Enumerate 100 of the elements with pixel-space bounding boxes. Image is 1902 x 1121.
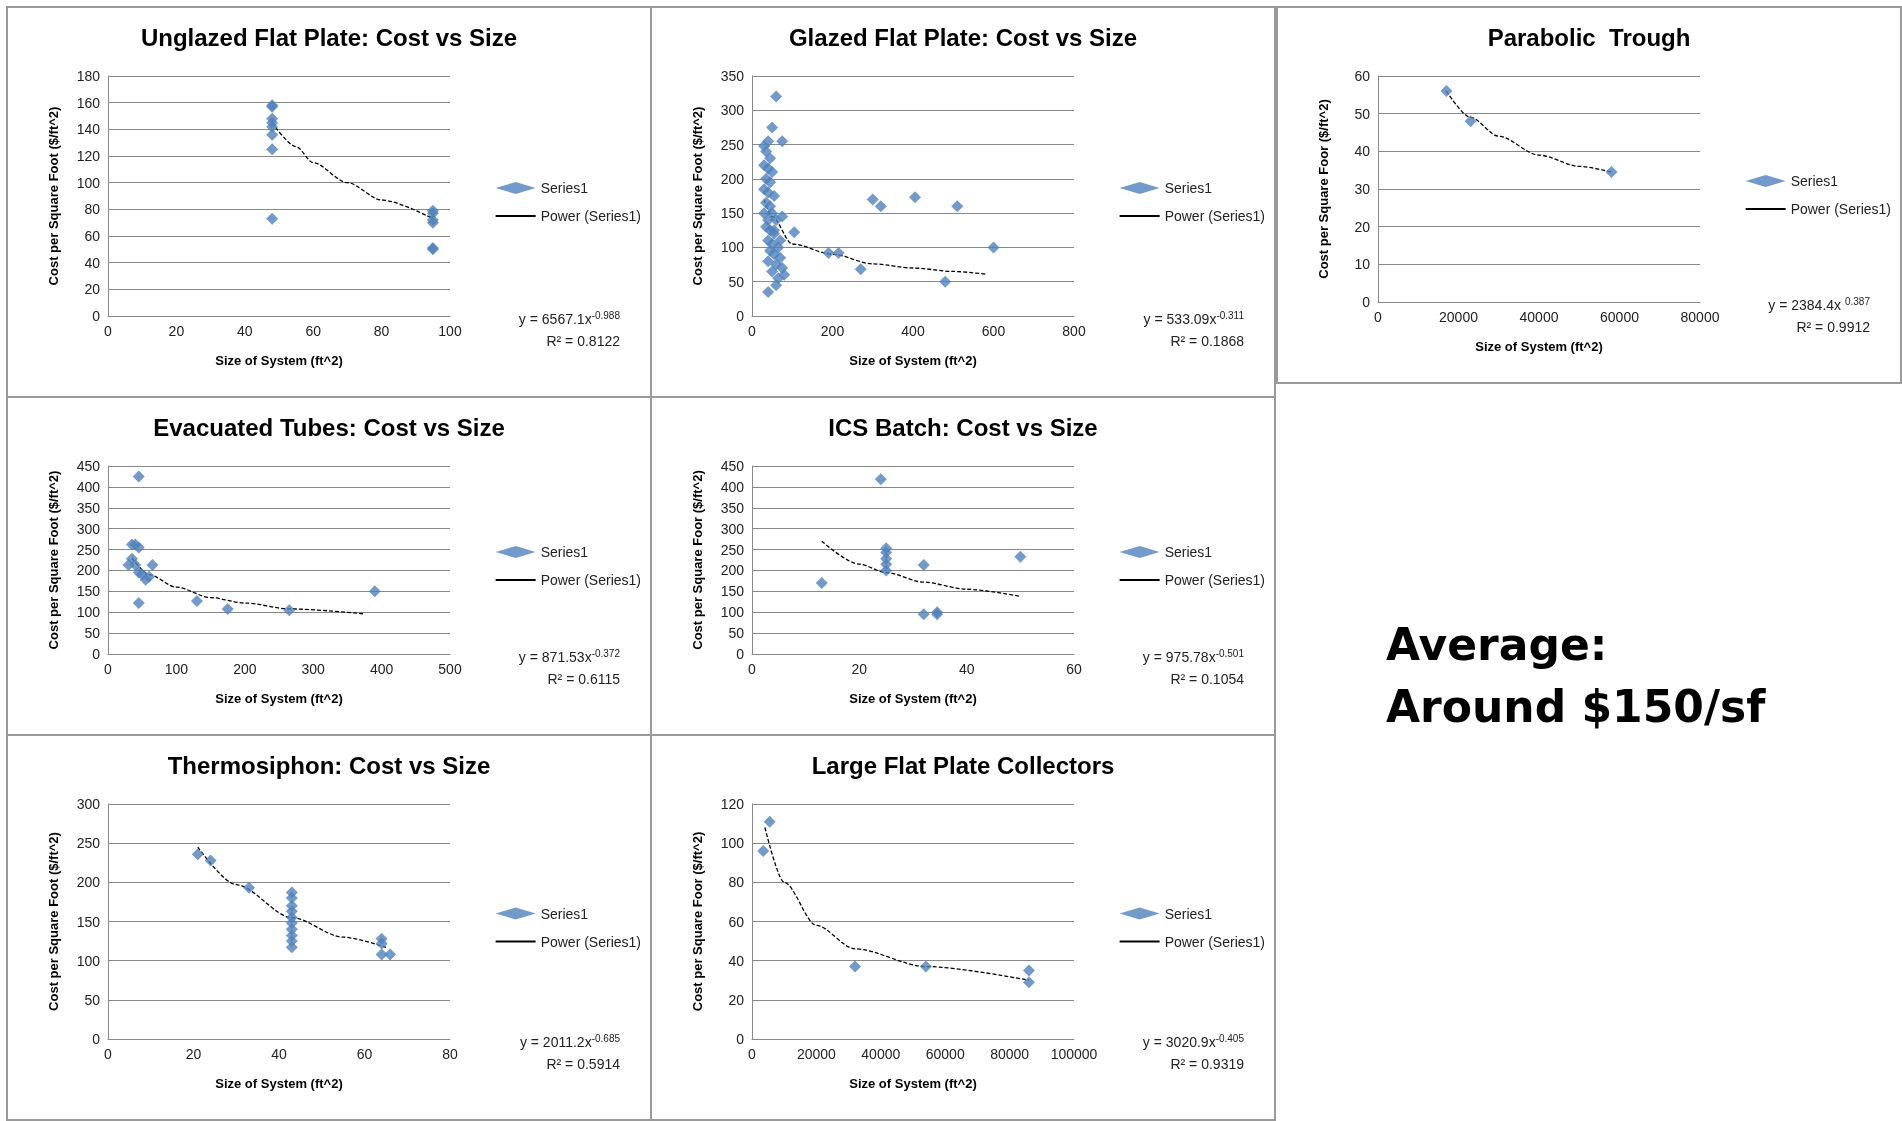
y-tick-label: 0 bbox=[92, 1031, 101, 1047]
x-tick-label: 80000 bbox=[990, 1046, 1030, 1062]
y-tick-label: 300 bbox=[76, 796, 101, 812]
y-tick-label: 50 bbox=[728, 625, 745, 642]
y-tick-label: 200 bbox=[720, 562, 745, 579]
legend-label: Power (Series1) bbox=[540, 933, 642, 950]
y-tick-label: 100 bbox=[720, 835, 745, 852]
x-tick-label: 100 bbox=[438, 323, 462, 339]
y-tick-label: 140 bbox=[76, 121, 101, 138]
y-tick-label: 60 bbox=[84, 228, 101, 244]
y-tick-label: 150 bbox=[720, 205, 745, 222]
y-tick-label: 100 bbox=[720, 604, 745, 621]
x-tick-label: 60 bbox=[1066, 661, 1082, 677]
y-tick-label: 120 bbox=[720, 796, 745, 812]
y-tick-label: 0 bbox=[736, 646, 745, 662]
legend-label: Series1 bbox=[1790, 173, 1839, 189]
x-tick-label: 0 bbox=[748, 1046, 757, 1062]
y-tick-label: 50 bbox=[728, 273, 745, 290]
y-axis-title: Cost per Square Foot ($/ft^2) bbox=[46, 106, 61, 286]
x-tick-label: 80 bbox=[373, 323, 390, 339]
y-tick-label: 350 bbox=[720, 68, 745, 84]
y-tick-label: 20 bbox=[1354, 218, 1371, 235]
y-tick-label: 350 bbox=[76, 499, 101, 516]
chart-title: ICS Batch: Cost vs Size bbox=[828, 413, 1098, 441]
y-tick-label: 250 bbox=[76, 835, 101, 852]
x-axis-title: Size of System (ft^2) bbox=[849, 353, 977, 368]
x-tick-label: 60000 bbox=[1600, 309, 1640, 325]
y-tick-label: 50 bbox=[1354, 105, 1371, 122]
y-tick-label: 100 bbox=[76, 952, 101, 969]
y-axis-title: Cost per Square Foor ($/ft^2) bbox=[690, 831, 705, 1012]
x-axis-title: Size of System (ft^2) bbox=[215, 353, 343, 368]
text: Around $150/sf bbox=[1386, 680, 1766, 734]
text: R² = 0.5914 bbox=[546, 1056, 621, 1072]
text: R² = 0.1054 bbox=[1170, 671, 1245, 687]
x-tick-label: 80 bbox=[442, 1046, 458, 1062]
text: R² = 0.9912 bbox=[1796, 319, 1871, 335]
x-tick-label: 40 bbox=[237, 323, 253, 339]
x-tick-label: 20000 bbox=[1439, 309, 1479, 325]
chart-title: Evacuated Tubes: Cost vs Size bbox=[153, 413, 505, 441]
x-tick-label: 0 bbox=[104, 661, 113, 677]
legend-label: Power (Series1) bbox=[1164, 208, 1266, 224]
x-tick-label: 600 bbox=[981, 323, 1006, 339]
chart-title: Large Flat Plate Collectors bbox=[811, 751, 1115, 779]
y-tick-label: 400 bbox=[76, 478, 101, 495]
y-tick-label: 80 bbox=[84, 201, 101, 218]
y-tick-label: 200 bbox=[76, 874, 101, 891]
text: R² = 0.6115 bbox=[547, 671, 621, 687]
y-axis-title: Cost per Square Foot ($/ft^2) bbox=[46, 832, 61, 1011]
chart-title: Glazed Flat Plate: Cost vs Size bbox=[788, 23, 1138, 51]
legend-label: Series1 bbox=[1164, 180, 1213, 196]
x-tick-label: 0 bbox=[748, 661, 757, 677]
x-tick-label: 200 bbox=[820, 323, 845, 339]
x-tick-label: 40000 bbox=[861, 1046, 901, 1062]
y-tick-label: 30 bbox=[1354, 181, 1371, 197]
y-tick-label: 150 bbox=[720, 583, 745, 600]
chart-title: Unglazed Flat Plate: Cost vs Size bbox=[140, 23, 518, 51]
y-tick-label: 250 bbox=[720, 541, 745, 558]
x-axis-title: Size of System (ft^2) bbox=[215, 691, 343, 706]
chart-title: Thermosiphon: Cost vs Size bbox=[167, 751, 491, 779]
text: R² = 0.9319 bbox=[1170, 1056, 1245, 1072]
y-tick-label: 40 bbox=[728, 952, 745, 969]
x-axis-title: Size of System (ft^2) bbox=[849, 1076, 977, 1091]
y-tick-label: 200 bbox=[720, 170, 745, 187]
y-tick-label: 100 bbox=[76, 174, 101, 191]
y-tick-label: 20 bbox=[728, 991, 745, 1008]
y-tick-label: 20 bbox=[84, 281, 101, 298]
y-tick-label: 300 bbox=[76, 520, 101, 537]
x-tick-label: 20 bbox=[168, 323, 185, 339]
y-tick-label: 50 bbox=[84, 991, 101, 1008]
legend-label: Power (Series1) bbox=[1164, 572, 1266, 588]
x-tick-label: 20 bbox=[185, 1046, 202, 1062]
y-axis-title: Cost per Square Foot ($/ft^2) bbox=[690, 106, 705, 286]
x-tick-label: 80000 bbox=[1680, 309, 1720, 325]
legend-label: Power (Series1) bbox=[540, 572, 642, 588]
legend-label: Series1 bbox=[540, 905, 589, 922]
text: y = 2384.4x 0.387 bbox=[1768, 295, 1871, 313]
y-tick-label: 400 bbox=[720, 478, 745, 495]
y-tick-label: 250 bbox=[720, 136, 745, 153]
x-tick-label: 20 bbox=[851, 661, 868, 677]
y-tick-label: 60 bbox=[728, 913, 745, 930]
x-tick-label: 200 bbox=[233, 661, 257, 677]
y-tick-label: 80 bbox=[728, 874, 745, 891]
y-tick-label: 50 bbox=[84, 625, 101, 642]
x-tick-label: 0 bbox=[104, 1046, 113, 1062]
legend-label: Series1 bbox=[540, 180, 589, 196]
y-tick-label: 120 bbox=[76, 148, 101, 164]
x-axis-title: Size of System (ft^2) bbox=[1475, 339, 1603, 354]
text: R² = 0.1868 bbox=[1170, 333, 1245, 349]
y-tick-label: 0 bbox=[92, 646, 101, 662]
x-tick-label: 0 bbox=[104, 323, 113, 339]
legend-label: Series1 bbox=[540, 544, 589, 560]
y-tick-label: 250 bbox=[76, 541, 101, 558]
legend-label: Power (Series1) bbox=[1164, 933, 1266, 950]
x-tick-label: 100 bbox=[164, 661, 189, 677]
y-tick-label: 350 bbox=[720, 499, 745, 516]
x-tick-label: 60000 bbox=[925, 1046, 965, 1062]
x-tick-label: 400 bbox=[901, 323, 925, 339]
x-tick-label: 800 bbox=[1062, 323, 1086, 339]
text: R² = 0.8122 bbox=[546, 333, 621, 349]
x-tick-label: 0 bbox=[748, 323, 757, 339]
